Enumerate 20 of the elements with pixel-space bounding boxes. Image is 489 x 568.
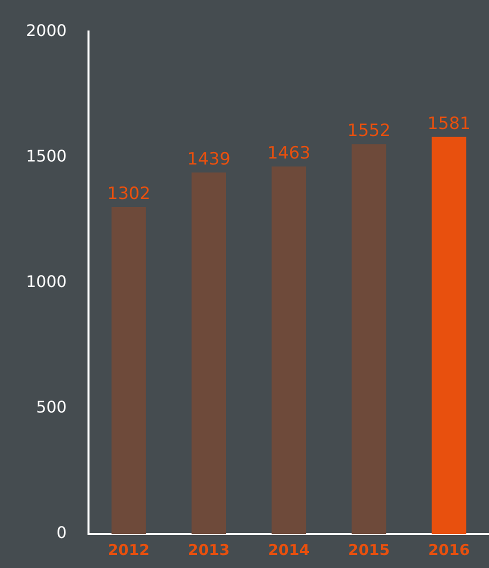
data-label: 1552 — [347, 121, 391, 142]
data-label: 1302 — [107, 184, 150, 204]
x-tick-label: 2012 — [108, 540, 150, 559]
bar — [192, 172, 226, 534]
x-tick-label: 2015 — [348, 540, 390, 559]
data-label: 1439 — [187, 149, 230, 170]
y-tick-label: 1500 — [26, 146, 67, 166]
x-tick-label: 2013 — [188, 540, 230, 559]
y-tick-label: 500 — [36, 398, 67, 417]
y-tick-label: 0 — [56, 523, 67, 542]
x-tick-label: 2016 — [428, 540, 470, 559]
bar — [352, 144, 386, 534]
y-tick-label: 1000 — [26, 272, 67, 291]
bar — [112, 206, 146, 534]
data-label: 1463 — [267, 143, 310, 164]
bar — [432, 136, 466, 534]
data-label: 1581 — [427, 114, 471, 134]
bar — [272, 166, 306, 534]
x-tick-label: 2014 — [268, 540, 310, 559]
y-tick-label: 2000 — [26, 20, 67, 40]
